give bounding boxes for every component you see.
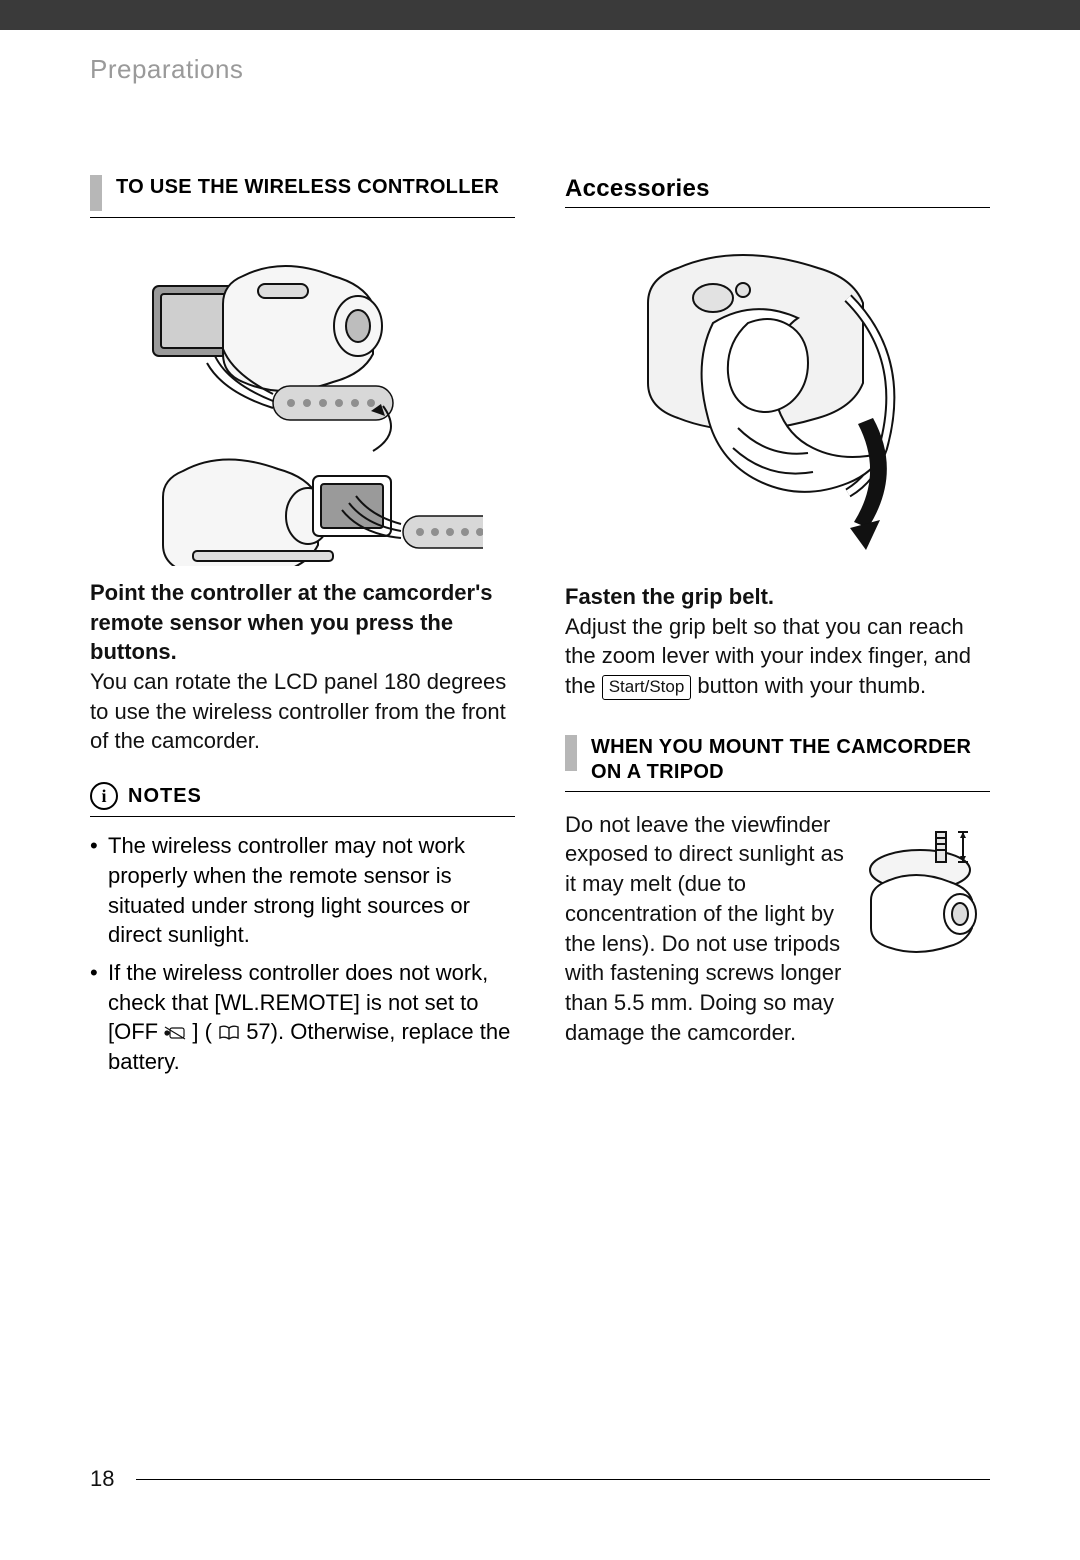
two-column-layout: TO USE THE WIRELESS CONTROLLER [90, 175, 990, 1085]
breadcrumb: Preparations [90, 54, 990, 85]
notes-label: NOTES [128, 785, 202, 808]
wireless-controller-lead-rest: You can rotate the LCD panel 180 degrees… [90, 669, 506, 753]
note-2-mid: ] ( [192, 1019, 212, 1044]
accessories-heading: Accessories [565, 175, 990, 208]
note-item-1: The wireless controller may not work pro… [90, 831, 515, 950]
page-body: Preparations TO USE THE WIRELESS CONTROL… [0, 30, 1080, 1085]
notes-list: The wireless controller may not work pro… [90, 831, 515, 1077]
tripod-text: Do not leave the viewfinder exposed to d… [565, 810, 846, 1048]
notes-heading: i NOTES [90, 782, 515, 817]
footer-rule [136, 1479, 990, 1480]
info-icon: i [90, 782, 118, 810]
tripod-illustration [860, 810, 990, 965]
grip-belt-body: Fasten the grip belt. Adjust the grip be… [565, 582, 990, 701]
left-column: TO USE THE WIRELESS CONTROLLER [90, 175, 515, 1085]
grip-belt-illustration [565, 228, 990, 568]
page-footer: 18 [90, 1466, 990, 1492]
wireless-controller-lead-bold: Point the controller at the camcorder's … [90, 580, 493, 664]
tripod-section: Do not leave the viewfinder exposed to d… [565, 810, 990, 1048]
wireless-controller-heading-text: TO USE THE WIRELESS CONTROLLER [116, 175, 499, 200]
right-column: Accessories [565, 175, 990, 1085]
start-stop-button-label: Start/Stop [602, 675, 692, 700]
tripod-heading: WHEN YOU MOUNT THE CAMCORDER ON A TRIPOD [565, 735, 990, 792]
page-number: 18 [90, 1466, 114, 1492]
note-item-2: If the wireless controller does not work… [90, 958, 515, 1077]
heading-bar-icon [565, 735, 577, 771]
wireless-controller-heading: TO USE THE WIRELESS CONTROLLER [90, 175, 515, 218]
tripod-heading-text: WHEN YOU MOUNT THE CAMCORDER ON A TRIPOD [591, 735, 990, 785]
heading-bar-icon [90, 175, 102, 211]
wireless-controller-illustration [90, 236, 515, 566]
remote-off-icon [164, 1018, 186, 1032]
top-bar [0, 0, 1080, 30]
grip-text-b: button with your thumb. [691, 673, 926, 698]
wireless-controller-body: Point the controller at the camcorder's … [90, 578, 515, 756]
grip-belt-bold: Fasten the grip belt. [565, 584, 774, 609]
page-ref-icon [218, 1019, 240, 1035]
